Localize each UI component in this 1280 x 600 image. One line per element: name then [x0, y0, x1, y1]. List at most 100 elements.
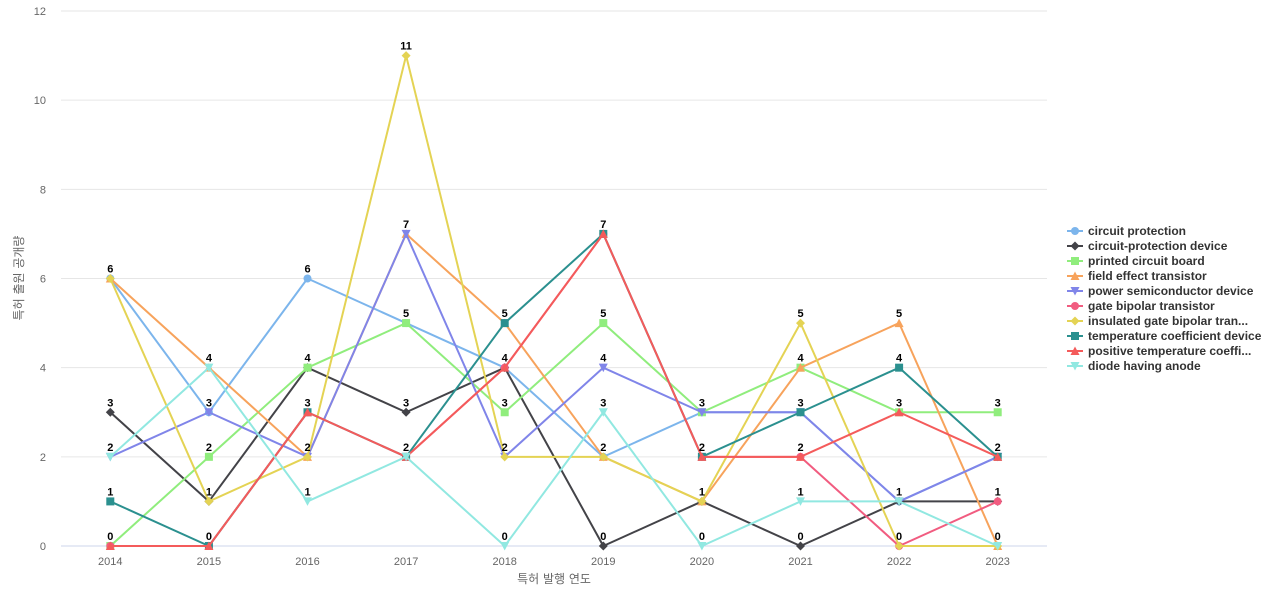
data-point[interactable]	[303, 497, 312, 506]
x-tick-label: 2018	[492, 556, 516, 568]
y-tick-label: 8	[40, 184, 46, 196]
data-label: 5	[502, 308, 508, 320]
data-point[interactable]	[303, 274, 312, 283]
data-point[interactable]	[894, 541, 904, 551]
legend-item[interactable]: circuit-protection device	[1067, 239, 1228, 253]
x-tick-label: 2019	[591, 556, 615, 568]
series-9[interactable]	[105, 229, 1003, 551]
data-point[interactable]	[598, 363, 608, 373]
data-point[interactable]	[796, 452, 805, 461]
data-point[interactable]	[303, 363, 312, 372]
legend-item[interactable]: field effect transistor	[1067, 269, 1207, 283]
data-label: 3	[600, 397, 606, 409]
x-axis-title: 특허 발행 연도	[517, 571, 591, 586]
legend-item[interactable]: circuit protection	[1067, 224, 1186, 238]
data-label: 4	[206, 353, 213, 365]
data-point[interactable]	[105, 407, 115, 417]
data-point[interactable]	[895, 363, 904, 372]
data-label: 6	[107, 264, 113, 276]
data-point[interactable]	[598, 408, 608, 417]
data-point[interactable]	[401, 229, 411, 239]
data-point[interactable]	[204, 541, 214, 551]
data-point[interactable]	[105, 541, 115, 551]
legend-label: positive temperature coeffi...	[1088, 344, 1251, 358]
data-label: 1	[995, 486, 1001, 498]
legend-item[interactable]: temperature coefficient device	[1067, 329, 1262, 343]
data-point[interactable]	[500, 452, 510, 462]
data-point[interactable]	[598, 541, 608, 551]
data-point[interactable]	[599, 319, 608, 328]
data-point[interactable]	[401, 407, 411, 417]
data-point[interactable]	[105, 274, 115, 283]
data-point[interactable]	[894, 407, 904, 417]
data-point[interactable]	[894, 497, 904, 506]
data-point[interactable]	[796, 497, 805, 506]
data-point[interactable]	[105, 452, 115, 462]
data-label: 0	[107, 531, 113, 543]
data-point[interactable]	[401, 51, 411, 61]
data-point[interactable]	[796, 541, 805, 551]
data-point[interactable]	[303, 452, 312, 462]
legend-item[interactable]: power semiconductor device	[1067, 284, 1254, 298]
data-point[interactable]	[796, 363, 805, 372]
data-point[interactable]	[993, 452, 1003, 461]
legend-item[interactable]: positive temperature coeffi...	[1067, 344, 1251, 358]
data-point[interactable]	[894, 318, 904, 328]
data-point[interactable]	[993, 408, 1002, 417]
data-point[interactable]	[500, 408, 509, 417]
series-10[interactable]	[105, 363, 1003, 551]
data-point[interactable]	[993, 497, 1002, 506]
data-point[interactable]	[796, 408, 805, 417]
data-point[interactable]	[993, 542, 1003, 551]
data-label: 1	[896, 486, 902, 498]
legend-label: gate bipolar transistor	[1088, 299, 1215, 313]
data-point[interactable]	[697, 408, 707, 417]
data-point[interactable]	[204, 408, 214, 417]
legend-item[interactable]: insulated gate bipolar tran...	[1067, 314, 1248, 328]
series-line[interactable]	[109, 322, 999, 547]
data-label: 4	[502, 353, 509, 365]
data-point[interactable]	[697, 496, 707, 506]
data-point[interactable]	[204, 496, 214, 506]
data-label: 7	[403, 219, 409, 231]
data-label: 0	[995, 531, 1001, 543]
x-tick-label: 2021	[788, 556, 812, 568]
data-label: 0	[699, 531, 705, 543]
data-point[interactable]	[303, 407, 312, 417]
data-label: 2	[502, 442, 508, 454]
x-axis-ticks: 2014 2015 2016 2017 2018 2019 2020 2021 2022 2023	[98, 556, 1010, 568]
data-label: 0	[502, 531, 508, 543]
series-line[interactable]	[109, 366, 999, 547]
data-point[interactable]	[500, 319, 509, 328]
data-label: 0	[206, 531, 212, 543]
legend-item[interactable]: gate bipolar transistor	[1067, 299, 1215, 313]
data-label: 1	[107, 486, 113, 498]
data-label: 3	[403, 397, 409, 409]
data-label: 5	[797, 308, 803, 320]
y-axis-ticks: 0 2 4 6 8 10 12	[34, 6, 46, 553]
data-point[interactable]	[697, 542, 707, 551]
data-point[interactable]	[204, 363, 214, 373]
series-line[interactable]	[109, 232, 999, 547]
data-point[interactable]	[500, 363, 510, 372]
data-point[interactable]	[697, 452, 707, 461]
data-point[interactable]	[401, 452, 411, 462]
data-point[interactable]	[500, 542, 510, 551]
data-label: 7	[600, 219, 606, 231]
data-point[interactable]	[598, 452, 608, 462]
data-point[interactable]	[796, 318, 805, 328]
legend-label: circuit protection	[1088, 224, 1186, 238]
legend-item[interactable]: printed circuit board	[1067, 254, 1205, 268]
legend-marker	[1070, 362, 1080, 371]
data-point[interactable]	[106, 497, 115, 506]
data-point[interactable]	[402, 319, 411, 328]
data-point[interactable]	[204, 452, 213, 461]
legend-item[interactable]: diode having anode	[1067, 359, 1201, 373]
y-tick-label: 2	[40, 452, 46, 464]
data-label: 0	[797, 531, 803, 543]
data-label: 5	[896, 308, 902, 320]
series-line[interactable]	[109, 232, 999, 547]
data-point[interactable]	[598, 229, 608, 238]
